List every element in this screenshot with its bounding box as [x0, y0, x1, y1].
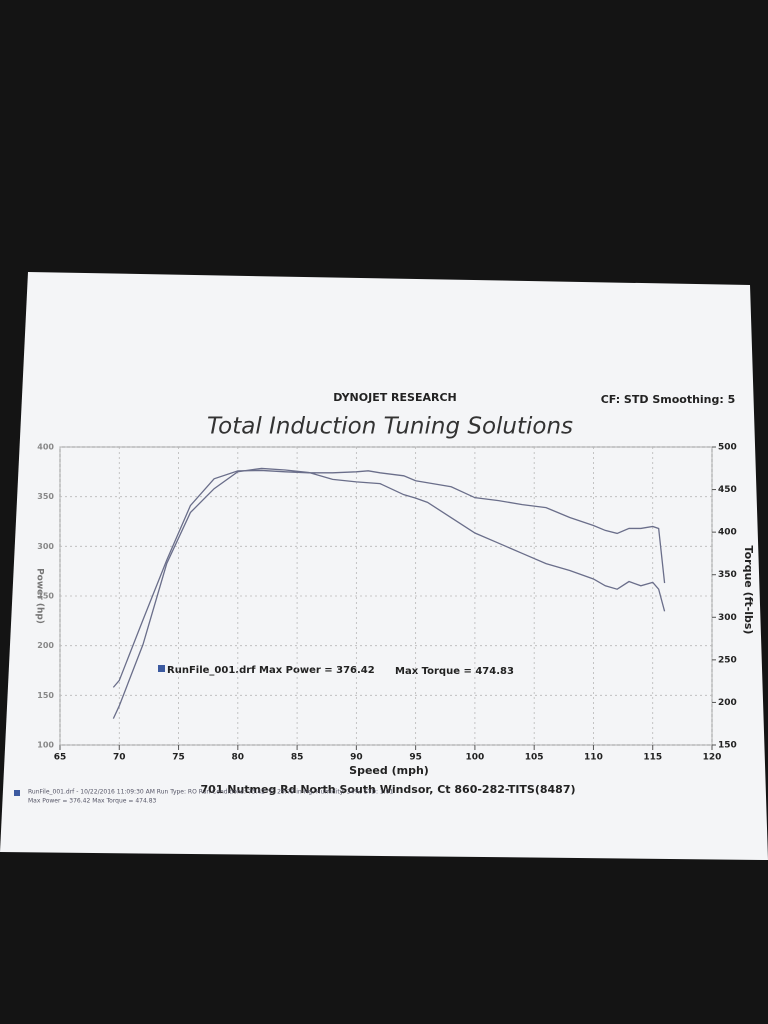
footer-address: 701 Nutmeg Rd North South Windsor, Ct 86…	[200, 783, 575, 796]
x-tick-label: 75	[172, 753, 185, 763]
x-tick-label: 110	[584, 753, 603, 763]
y2-tick-label: 250	[718, 655, 737, 665]
x-tick-label: 85	[291, 753, 304, 763]
y2-tick-label: 200	[718, 698, 737, 708]
series-line	[112, 467, 666, 719]
settings: CF: STD Smoothing: 5	[601, 393, 736, 406]
y2-axis-label: Torque (ft-lbs)	[742, 546, 755, 635]
x-tick-label: 65	[54, 753, 67, 763]
chart-title: Total Induction Tuning Solutions	[207, 414, 573, 440]
y-tick-label: 100	[37, 741, 54, 750]
footer-max-info: Max Power = 376.42 Max Torque = 474.83	[28, 798, 157, 805]
x-tick-label: 120	[703, 753, 722, 763]
x-tick-label: 80	[232, 753, 245, 763]
x-tick-label: 100	[466, 753, 485, 763]
header: DYNOJET RESEARCH	[333, 391, 456, 404]
x-tick-label: 90	[350, 753, 363, 763]
footer-run-info: RunFile_001.drf - 10/22/2016 11:09:30 AM…	[28, 789, 393, 796]
y-tick-label: 250	[37, 592, 54, 601]
x-tick-label: 115	[643, 753, 662, 763]
series-line	[112, 469, 666, 688]
x-axis-label: Speed (mph)	[349, 764, 429, 777]
y2-tick-label: 350	[718, 570, 737, 580]
y2-tick-label: 150	[718, 741, 737, 751]
legend-max-power: RunFile_001.drf Max Power = 376.42	[167, 665, 375, 676]
legend-max-torque: Max Torque = 474.83	[395, 666, 514, 677]
legend-swatch	[158, 665, 165, 672]
y2-tick-label: 500	[718, 443, 737, 453]
x-tick-label: 105	[525, 753, 544, 763]
y-tick-label: 350	[37, 492, 54, 501]
y-axis-label: Power (hp)	[35, 568, 45, 624]
x-tick-label: 95	[409, 753, 422, 763]
x-tick-label: 70	[113, 753, 126, 763]
y-tick-label: 150	[37, 691, 54, 700]
y-tick-label: 400	[37, 443, 54, 452]
footer-swatch	[14, 790, 20, 796]
y-tick-label: 200	[37, 641, 54, 650]
y2-tick-label: 450	[718, 485, 737, 495]
paper	[0, 272, 768, 860]
y-tick-label: 300	[37, 542, 54, 551]
y2-tick-label: 300	[718, 613, 737, 623]
y2-tick-label: 400	[718, 528, 737, 538]
